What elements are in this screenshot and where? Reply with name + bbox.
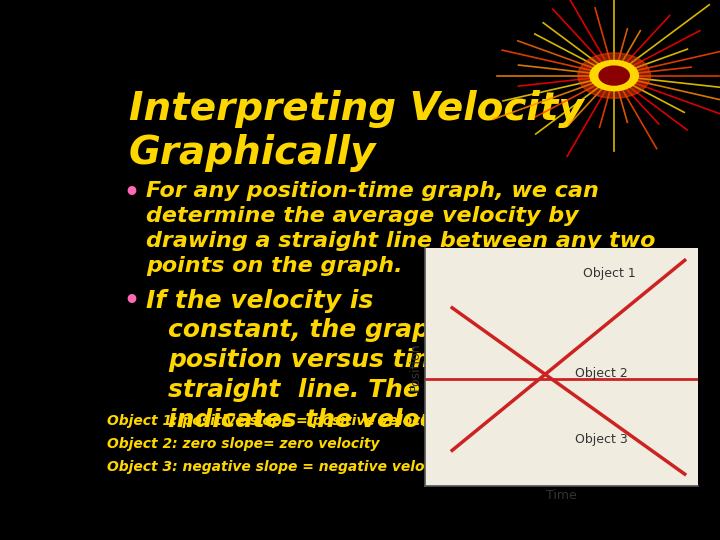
Text: •: • (124, 289, 140, 313)
Text: •: • (124, 181, 140, 205)
Text: Interpreting Velocity
Graphically: Interpreting Velocity Graphically (129, 90, 584, 172)
Text: Object 1: Object 1 (583, 267, 636, 280)
Circle shape (599, 66, 629, 85)
Text: Object 3: Object 3 (575, 433, 628, 446)
Text: If the velocity is: If the velocity is (145, 289, 373, 313)
Text: Object 2: Object 2 (575, 367, 628, 380)
Text: Object 2: zero slope= zero velocity: Object 2: zero slope= zero velocity (107, 437, 379, 451)
Circle shape (578, 53, 650, 98)
Text: constant, the graph  of
position versus time is a
straight  line. The slope
indi: constant, the graph of position versus t… (168, 319, 514, 431)
Circle shape (590, 60, 639, 91)
Text: Object 3: negative slope = negative veloc...: Object 3: negative slope = negative velo… (107, 460, 449, 474)
Text: For any position-time graph, we can
determine the average velocity by
drawing a : For any position-time graph, we can dete… (145, 181, 655, 275)
Y-axis label: Position: Position (409, 343, 422, 391)
Text: Object 1: positive slope = positive veloci...: Object 1: positive slope = positive velo… (107, 414, 441, 428)
X-axis label: Time: Time (546, 489, 577, 502)
